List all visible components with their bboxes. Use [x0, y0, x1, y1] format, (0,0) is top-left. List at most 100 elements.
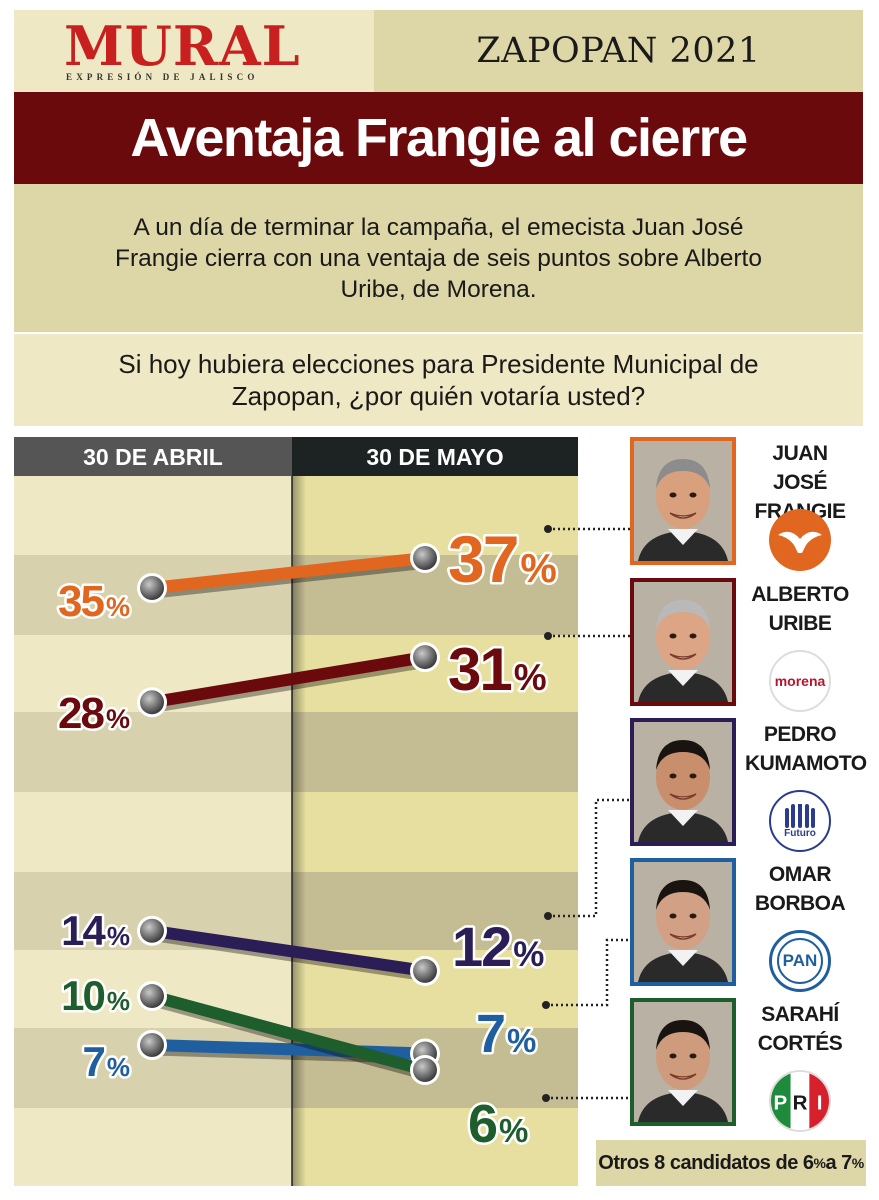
pan-logo-text: PAN	[782, 951, 818, 970]
candidate-name-2: PEDRO KUMAMOTO	[745, 720, 867, 778]
poll-question: Si hoy hubiera elecciones para President…	[118, 349, 759, 411]
data-point-0-1	[413, 546, 437, 570]
label-april-0-unit: %	[106, 592, 130, 622]
label-april-0-value: 35	[58, 577, 104, 626]
label-may-0-value: 37	[448, 522, 517, 596]
series-line-4	[150, 990, 427, 1076]
series-line-3	[151, 1039, 426, 1060]
data-point-4-1	[413, 1058, 437, 1082]
morena-logo: morena	[769, 650, 831, 712]
band-right	[292, 792, 578, 872]
label-may-3-value: 7	[476, 1004, 504, 1064]
pan-logo: PAN	[769, 930, 831, 992]
header-may-bg	[292, 437, 578, 476]
futuro-logo-text: Futuro	[784, 827, 816, 839]
candidate-photo-2	[630, 718, 736, 846]
data-point-2-0	[140, 918, 164, 943]
futuro-hands-icon: Futuro	[769, 790, 831, 852]
data-point-1-1	[413, 645, 437, 670]
series-dots	[137, 543, 440, 1085]
label-may-1: 31%	[448, 636, 546, 703]
band-left	[14, 792, 292, 872]
question-box: Si hoy hubiera elecciones para President…	[14, 334, 863, 426]
label-april-4-value: 10	[61, 972, 104, 1019]
logo-tagline: EXPRESIÓN DE JALISCO	[66, 72, 259, 82]
label-april-1-unit: %	[106, 704, 130, 734]
leader-dot-1	[544, 632, 552, 640]
series-line-2	[151, 924, 426, 977]
data-point-3-0	[140, 1033, 164, 1057]
others-footnote: Otros 8 candidatos de 6% a 7%	[596, 1140, 866, 1186]
label-may-1-unit: %	[514, 657, 546, 698]
candidate-name-line2: URIBE	[768, 612, 832, 635]
data-labels: 35 %28 %14 %10 %7 %37%31%12%7%6%	[56, 520, 561, 1157]
label-april-2-value: 14	[61, 907, 106, 954]
data-point-1-0	[140, 690, 164, 715]
candidate-name-1: ALBERTO URIBE	[745, 580, 855, 638]
header-april-bg	[14, 437, 292, 476]
leader-dot-2	[544, 912, 552, 920]
label-may-3-unit: %	[507, 1022, 536, 1059]
candidate-name-line2: KUMAMOTO	[745, 752, 867, 775]
footnote-pct-1: %	[813, 1155, 826, 1171]
candidate-photo-4	[630, 998, 736, 1126]
pri-letter-r: R	[793, 1091, 808, 1114]
column-shadow	[292, 476, 306, 1186]
edition-box: ZAPOPAN 2021	[374, 10, 863, 92]
candidate-photo-1	[630, 578, 736, 706]
band-right	[292, 476, 578, 555]
footnote-pct-2: %	[851, 1155, 864, 1171]
band-right	[292, 1108, 578, 1186]
label-april-3-unit: %	[107, 1052, 130, 1082]
label-may-4-unit: %	[499, 1112, 528, 1149]
footnote-text-2: a 7	[825, 1151, 852, 1174]
label-april-4: 10%	[61, 972, 130, 1019]
candidate-name-line2: BORBOA	[754, 892, 846, 915]
date-header: 30 DE ABRIL 30 DE MAYO	[14, 437, 578, 476]
band-right	[292, 872, 578, 950]
pri-letter-i: I	[817, 1091, 823, 1114]
label-may-4-value: 6	[468, 1094, 497, 1154]
footnote-text-1: Otros 8 candidatos de 6	[598, 1151, 814, 1174]
label-may-1-value: 31	[448, 636, 511, 703]
label-may-2-unit: %	[513, 935, 544, 974]
band-left	[14, 1108, 292, 1186]
headline: Aventaja Frangie al cierre	[130, 108, 748, 168]
lede-box: A un día de terminar la campaña, el emec…	[14, 184, 863, 332]
candidate-name-line1: ALBERTO	[751, 583, 849, 606]
candidate-photo-3	[630, 858, 736, 986]
movimiento-ciudadano-eagle-icon	[769, 509, 831, 571]
headline-bar: Aventaja Frangie al cierre	[14, 92, 863, 184]
series-lines	[146, 552, 435, 1081]
candidate-name-3: OMAR BORBOA	[745, 860, 855, 918]
candidate-name-4: SARAHÍ CORTÉS	[745, 1000, 855, 1058]
label-may-2-value: 12	[452, 915, 510, 978]
lede-text: A un día de terminar la campaña, el emec…	[115, 213, 762, 303]
label-may-2: 12%	[452, 915, 544, 978]
candidate-name-line1: SARAHÍ	[761, 1003, 839, 1026]
pri-letter-p: P	[773, 1091, 787, 1114]
candidate-name-line1: JUAN JOSÉ	[772, 442, 828, 494]
morena-logo-text: morena	[774, 673, 826, 689]
candidate-name-line1: PEDRO	[763, 723, 837, 746]
band-left	[14, 712, 292, 792]
label-april-4-unit: %	[107, 986, 130, 1016]
label-may-0: 37%	[448, 522, 556, 596]
data-point-2-1	[413, 958, 437, 983]
band-right	[292, 712, 578, 792]
series-line-1	[151, 651, 426, 709]
masthead: MURAL EXPRESIÓN DE JALISCO ZAPOPAN 2021	[14, 10, 863, 92]
data-point-0-0	[140, 576, 164, 600]
candidate-photo-0	[630, 437, 736, 565]
candidate-name-line1: OMAR	[768, 863, 832, 886]
series-line-0	[151, 552, 426, 594]
leader-lines	[542, 525, 632, 1102]
data-point-4-0	[140, 984, 164, 1009]
logo-box: MURAL EXPRESIÓN DE JALISCO	[14, 10, 374, 92]
mural-logo: MURAL	[64, 14, 301, 78]
x-label-may: 30 DE MAYO	[366, 444, 503, 470]
leader-dot-4	[542, 1094, 550, 1102]
leader-line-2	[548, 798, 632, 918]
